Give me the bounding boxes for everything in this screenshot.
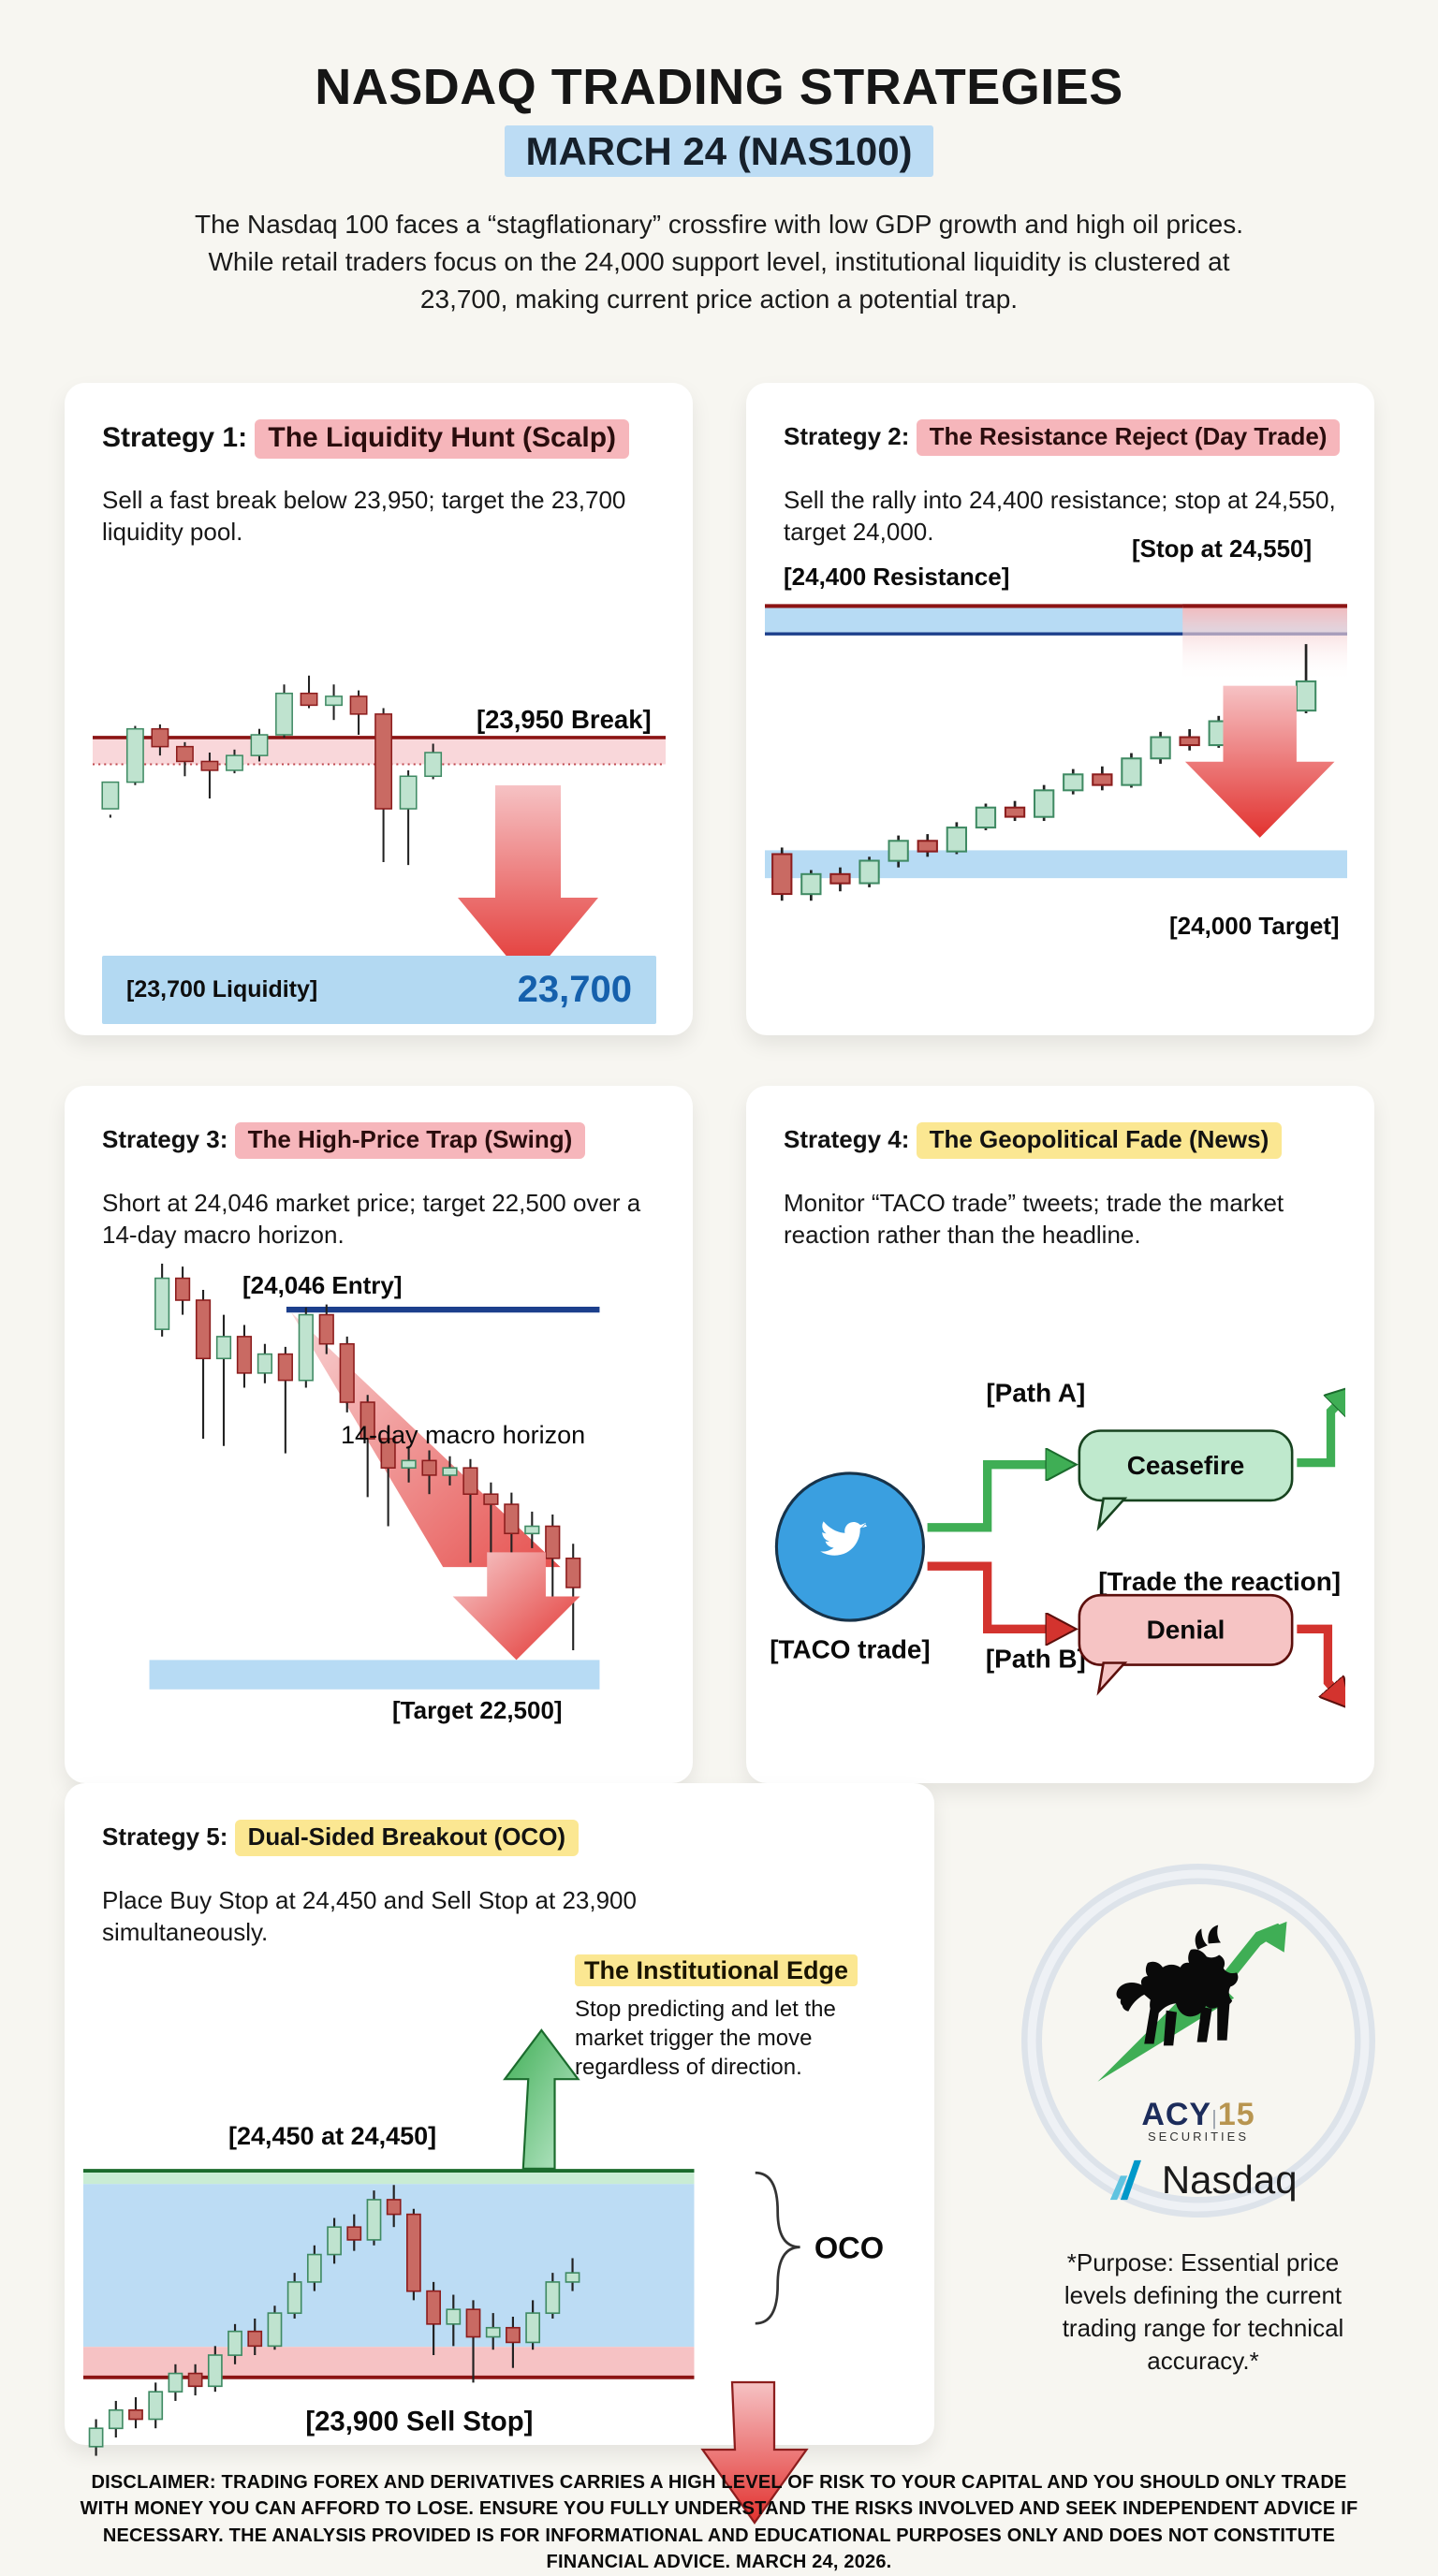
svg-text:[23,950 Break]: [23,950 Break]: [477, 705, 652, 734]
svg-text:Denial: Denial: [1147, 1616, 1225, 1645]
svg-text:[Path B]: [Path B]: [986, 1645, 1086, 1674]
svg-text:OCO: OCO: [814, 2231, 884, 2265]
svg-text:[Trade the reaction]: [Trade the reaction]: [1098, 1567, 1341, 1596]
svg-text:[Path A]: [Path A]: [986, 1379, 1085, 1408]
svg-text:Ceasefire: Ceasefire: [1127, 1451, 1245, 1480]
svg-text:[TACO trade]: [TACO trade]: [770, 1634, 930, 1663]
svg-text:[23,900 Sell Stop]: [23,900 Sell Stop]: [305, 2406, 533, 2437]
